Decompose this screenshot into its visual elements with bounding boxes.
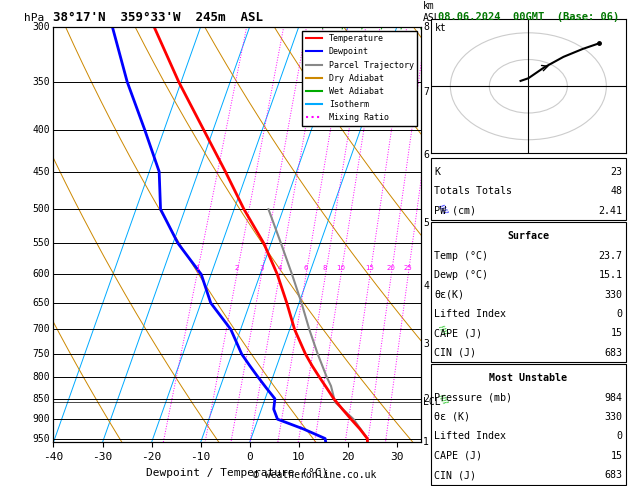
Text: 15: 15	[611, 329, 623, 338]
Text: 15: 15	[365, 265, 374, 271]
Text: 2: 2	[423, 394, 429, 404]
Text: 300: 300	[32, 22, 50, 32]
Text: 4: 4	[423, 281, 429, 291]
Text: Temp (°C): Temp (°C)	[434, 251, 488, 260]
Text: 7: 7	[423, 87, 429, 97]
Text: 330: 330	[604, 290, 623, 299]
Text: 0: 0	[616, 432, 623, 441]
Text: ////: ////	[438, 203, 448, 215]
Text: ////: ////	[438, 76, 448, 87]
Text: 3: 3	[423, 339, 429, 349]
Text: 683: 683	[604, 348, 623, 358]
Text: 23.7: 23.7	[599, 251, 623, 260]
Text: 3: 3	[259, 265, 264, 271]
Text: 900: 900	[32, 414, 50, 424]
Text: 6: 6	[423, 150, 429, 160]
Text: CAPE (J): CAPE (J)	[434, 329, 482, 338]
Text: Lifted Index: Lifted Index	[434, 432, 506, 441]
Text: ////: ////	[438, 324, 448, 335]
Text: 4: 4	[277, 265, 282, 271]
Text: 8: 8	[423, 22, 429, 32]
Text: 650: 650	[32, 298, 50, 308]
Text: Dewp (°C): Dewp (°C)	[434, 270, 488, 280]
Text: PW (cm): PW (cm)	[434, 206, 476, 216]
Text: 330: 330	[604, 412, 623, 422]
Text: CAPE (J): CAPE (J)	[434, 451, 482, 461]
Text: 750: 750	[32, 349, 50, 359]
Text: © weatheronline.co.uk: © weatheronline.co.uk	[253, 470, 376, 480]
Text: 20: 20	[386, 265, 395, 271]
Text: 850: 850	[32, 394, 50, 404]
Text: 500: 500	[32, 204, 50, 214]
Text: 0: 0	[616, 309, 623, 319]
Text: 2.41: 2.41	[599, 206, 623, 216]
Text: 700: 700	[32, 325, 50, 334]
Text: Surface: Surface	[508, 231, 549, 241]
Text: 984: 984	[604, 393, 623, 402]
Text: Pressure (mb): Pressure (mb)	[434, 393, 512, 402]
Text: Most Unstable: Most Unstable	[489, 373, 567, 383]
Text: 08.06.2024  00GMT  (Base: 06): 08.06.2024 00GMT (Base: 06)	[438, 12, 619, 22]
Text: 800: 800	[32, 372, 50, 382]
Text: 25: 25	[403, 265, 412, 271]
Text: 683: 683	[604, 470, 623, 480]
Text: 450: 450	[32, 167, 50, 176]
Text: hPa: hPa	[24, 13, 44, 22]
Text: 350: 350	[32, 77, 50, 87]
Text: 550: 550	[32, 238, 50, 248]
Text: ////: ////	[438, 123, 448, 135]
Text: 15: 15	[611, 451, 623, 461]
Text: 1: 1	[423, 437, 429, 447]
Text: 8: 8	[323, 265, 328, 271]
Text: θε(K): θε(K)	[434, 290, 464, 299]
Text: Totals Totals: Totals Totals	[434, 187, 512, 196]
Text: 950: 950	[32, 434, 50, 444]
Text: 6: 6	[304, 265, 308, 271]
X-axis label: Dewpoint / Temperature (°C): Dewpoint / Temperature (°C)	[147, 468, 328, 478]
Text: 2: 2	[235, 265, 239, 271]
Text: θε (K): θε (K)	[434, 412, 470, 422]
Text: CIN (J): CIN (J)	[434, 348, 476, 358]
Text: 48: 48	[611, 187, 623, 196]
Text: CIN (J): CIN (J)	[434, 470, 476, 480]
Text: 15.1: 15.1	[599, 270, 623, 280]
Text: 1: 1	[195, 265, 199, 271]
Legend: Temperature, Dewpoint, Parcel Trajectory, Dry Adiabat, Wet Adiabat, Isotherm, Mi: Temperature, Dewpoint, Parcel Trajectory…	[303, 31, 417, 125]
Text: ////: ////	[438, 393, 448, 405]
Text: kt: kt	[435, 23, 447, 34]
Text: km
ASL: km ASL	[423, 1, 441, 22]
Text: K: K	[434, 167, 440, 177]
Text: Lifted Index: Lifted Index	[434, 309, 506, 319]
Text: ////: ////	[438, 21, 448, 33]
Text: 23: 23	[611, 167, 623, 177]
Text: 10: 10	[336, 265, 345, 271]
Text: 600: 600	[32, 269, 50, 279]
Text: LCL: LCL	[423, 397, 441, 407]
Text: 38°17'N  359°33'W  245m  ASL: 38°17'N 359°33'W 245m ASL	[53, 11, 264, 24]
Text: 400: 400	[32, 124, 50, 135]
Text: 5: 5	[423, 218, 429, 228]
